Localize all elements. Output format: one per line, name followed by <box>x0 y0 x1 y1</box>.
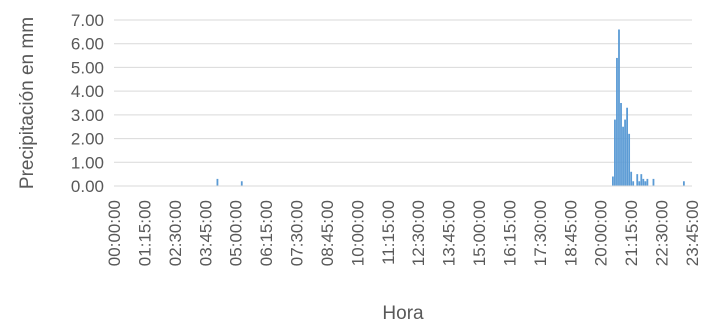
x-tick-label: 17:30:00 <box>531 200 550 266</box>
precipitation-bar <box>618 29 620 186</box>
x-tick-label: 01:15:00 <box>135 200 154 266</box>
x-axis-title: Hora <box>382 303 424 322</box>
x-tick-label: 12:30:00 <box>409 200 428 266</box>
y-tick-labels: 0.00 1.00 2.00 3.00 4.00 5.00 6.00 7.00 <box>71 11 104 196</box>
precipitation-bar <box>624 119 626 186</box>
x-tick-label: 15:00:00 <box>470 200 489 266</box>
x-tick-label: 05:00:00 <box>227 200 246 266</box>
y-tick-label: 4.00 <box>71 82 104 101</box>
precipitation-bar <box>642 178 645 186</box>
x-tick-label: 20:00:00 <box>592 200 611 266</box>
y-tick-label: 1.00 <box>71 153 104 172</box>
x-tick-label: 02:30:00 <box>166 200 185 266</box>
x-tick-label: 21:15:00 <box>622 200 641 266</box>
bar-series <box>216 29 685 186</box>
x-tick-label: 23:45:00 <box>683 200 702 266</box>
x-tick-label: 07:30:00 <box>288 200 307 266</box>
y-tick-label: 2.00 <box>71 130 104 149</box>
precipitation-bar <box>632 181 635 186</box>
y-tick-label: 3.00 <box>71 106 104 125</box>
x-tick-label: 10:00:00 <box>348 200 367 266</box>
x-tick-labels: 00:00:00 01:15:00 02:30:00 03:45:00 05:00:00… <box>105 200 702 266</box>
precipitation-bar <box>682 181 685 186</box>
y-tick-label: 0.00 <box>71 177 104 196</box>
x-tick-label: 03:45:00 <box>196 200 215 266</box>
x-tick-label: 06:15:00 <box>257 200 276 266</box>
precipitation-bar <box>640 174 643 186</box>
precipitation-bar <box>646 178 649 186</box>
x-tick-label: 22:30:00 <box>653 200 672 266</box>
y-tick-label: 6.00 <box>71 35 104 54</box>
precipitation-bar <box>630 171 633 186</box>
x-tick-label: 00:00:00 <box>105 200 124 266</box>
precipitation-bar <box>636 174 639 186</box>
precipitation-bar <box>620 103 622 186</box>
precipitation-bar <box>626 107 628 186</box>
y-axis-title: Precipitación en mm <box>17 17 38 189</box>
precipitation-bar <box>614 119 616 186</box>
y-tick-label: 5.00 <box>71 58 104 77</box>
precipitation-bar <box>216 178 219 186</box>
x-tick-label: 18:45:00 <box>561 200 580 266</box>
precipitation-bar <box>652 178 655 186</box>
x-tick-label: 13:45:00 <box>440 200 459 266</box>
x-tick-label: 16:15:00 <box>500 200 519 266</box>
x-tick-label: 11:15:00 <box>379 200 398 265</box>
precipitation-bar <box>622 126 624 186</box>
precipitation-bar <box>612 176 614 186</box>
gridlines <box>114 19 692 163</box>
precipitation-bar <box>628 133 631 186</box>
precipitation-bar <box>644 181 647 186</box>
y-tick-label: 7.00 <box>71 11 104 30</box>
precipitation-bar <box>616 57 618 186</box>
precipitation-bar <box>240 181 243 186</box>
x-tick-label: 08:45:00 <box>318 200 337 266</box>
precipitation-bar <box>638 181 641 186</box>
